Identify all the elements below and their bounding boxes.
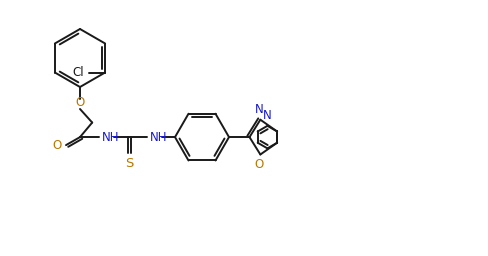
Text: Cl: Cl (73, 66, 84, 79)
Text: O: O (255, 158, 264, 172)
Text: O: O (53, 138, 62, 152)
Text: S: S (125, 157, 133, 170)
Text: N: N (263, 109, 272, 122)
Text: NH: NH (102, 131, 120, 144)
Text: O: O (75, 97, 84, 110)
Text: N: N (255, 103, 264, 116)
Text: NH: NH (150, 131, 167, 144)
